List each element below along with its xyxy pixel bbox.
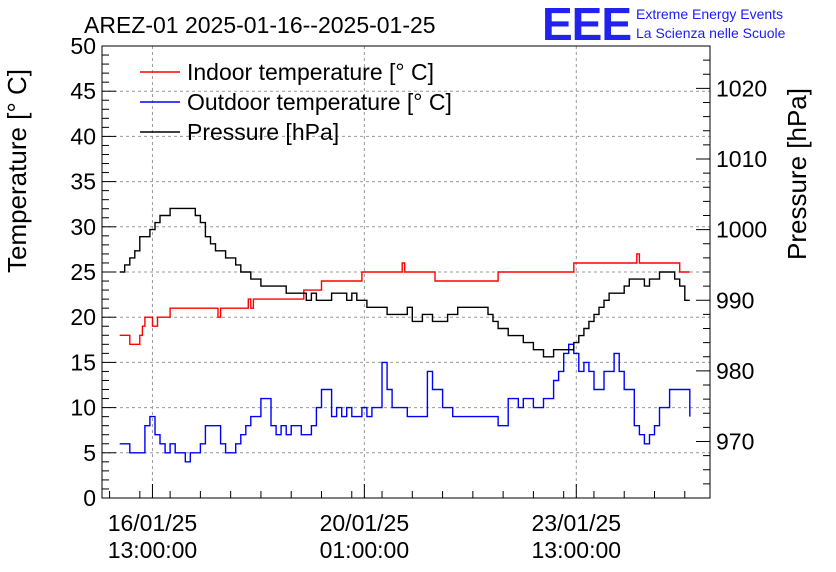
x-tick-label: 13:00:00 (532, 537, 622, 563)
chart-title: AREZ-01 2025-01-16--2025-01-25 (84, 12, 436, 38)
legend-label: Pressure [hPa] (187, 119, 339, 145)
y-left-tick-label: 20 (70, 304, 96, 330)
y-left-tick-label: 15 (70, 349, 96, 375)
y-left-tick-label: 45 (70, 78, 96, 104)
y-left-tick-label: 40 (70, 123, 96, 149)
x-tick-label: 01:00:00 (320, 537, 410, 563)
axis-ticks: 0 5 10 15 20 25 30 35 40 45 50 970 980 990 1000 1010 102… (70, 33, 767, 563)
y-axis-left-label: Temperature [° C] (2, 69, 32, 273)
eee-logo: EEE (542, 0, 631, 50)
x-tick-label: 13:00:00 (108, 537, 198, 563)
x-tick-label: 20/01/25 (320, 510, 410, 536)
brand-line-2: La Scienza nelle Scuole (636, 25, 786, 41)
legend-label: Indoor temperature [° C] (187, 59, 434, 85)
series-line (119, 343, 691, 463)
y-right-tick-label: 970 (716, 429, 754, 455)
y-left-tick-label: 30 (70, 214, 96, 240)
y-left-tick-label: 50 (70, 33, 96, 59)
y-right-tick-label: 1000 (716, 217, 767, 243)
y-left-tick-label: 0 (83, 485, 96, 511)
legend-label: Outdoor temperature [° C] (187, 89, 452, 115)
y-left-tick-label: 35 (70, 169, 96, 195)
legend: Indoor temperature [° C] Outdoor temperat… (140, 59, 452, 145)
brand-logo: EEE Extreme Energy Events La Scienza nel… (542, 0, 786, 50)
y-right-tick-label: 1020 (716, 75, 767, 101)
brand-line-1: Extreme Energy Events (636, 6, 783, 22)
y-right-tick-label: 990 (716, 287, 754, 313)
grid-lines (102, 46, 710, 498)
series-line (119, 207, 690, 358)
x-tick-label: 23/01/25 (532, 510, 622, 536)
x-tick-label: 16/01/25 (108, 510, 198, 536)
y-left-tick-label: 5 (83, 440, 96, 466)
y-axis-right-label: Pressure [hPa] (782, 88, 812, 260)
y-left-tick-label: 25 (70, 259, 96, 285)
series-line (119, 253, 690, 345)
y-right-tick-label: 1010 (716, 146, 767, 172)
y-right-tick-label: 980 (716, 358, 754, 384)
y-left-tick-label: 10 (70, 395, 96, 421)
series-lines (119, 207, 691, 463)
